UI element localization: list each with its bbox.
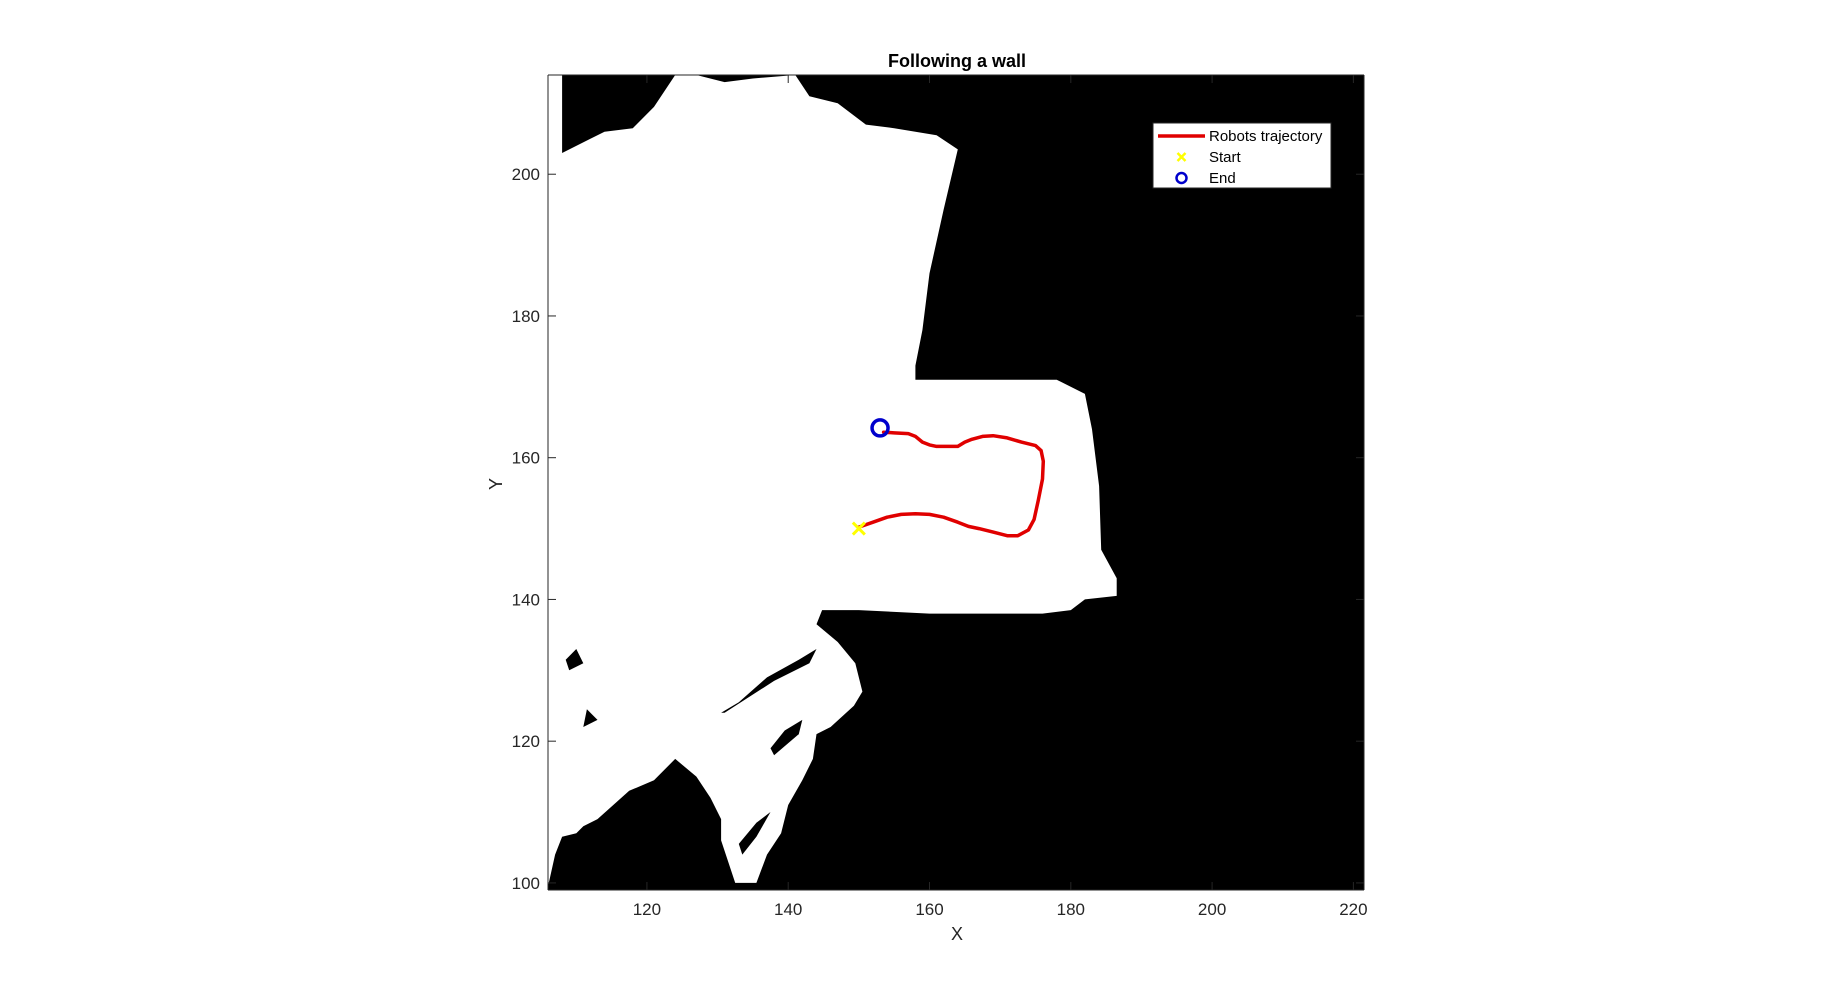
plot-area: [548, 75, 1364, 890]
x-axis-label: X: [951, 924, 963, 944]
x-axis: 120 140 160 180 200 220: [548, 74, 1368, 919]
legend: Robots trajectory Start End: [1152, 122, 1332, 189]
start-marker: [851, 521, 866, 536]
y-tick-label-140: 140: [512, 590, 540, 609]
end-marker: [870, 418, 890, 438]
occupied-island-1: [721, 649, 817, 713]
y-tick-label-160: 160: [512, 449, 540, 468]
x-tick-label-140: 140: [774, 900, 802, 919]
y-tick-label-100: 100: [512, 874, 540, 893]
end-marker-circle: [870, 418, 890, 438]
robots-trajectory-line: [857, 430, 1046, 538]
y-axis: 100 120 140 160 180 200: [512, 75, 1365, 893]
free-space-region: [548, 75, 1117, 887]
legend-items: Robots trajectory Start End: [1158, 128, 1323, 187]
x-tick-label-180: 180: [1057, 900, 1085, 919]
chart-title: Following a wall: [888, 51, 1026, 71]
occupied-islands: [565, 649, 817, 855]
x-tick-label-120: 120: [633, 900, 661, 919]
y-axis-label: Y: [486, 478, 506, 490]
y-tick-label-120: 120: [512, 732, 540, 751]
y-tick-label-200: 200: [512, 165, 540, 184]
legend-x-symbol-b: [1176, 152, 1187, 162]
start-marker-stroke-2: [851, 521, 866, 536]
x-tick-label-220: 220: [1339, 900, 1367, 919]
occupied-island-3: [738, 812, 771, 855]
legend-label-2: Start: [1209, 149, 1242, 166]
legend-label-1: Robots trajectory: [1209, 128, 1323, 145]
legend-label-3: End: [1209, 170, 1236, 187]
occupied-island-5: [583, 709, 598, 727]
y-tick-label-180: 180: [512, 307, 540, 326]
occupied-island-4: [565, 649, 584, 671]
occupied-island-2: [770, 719, 803, 756]
x-tick-label-200: 200: [1198, 900, 1226, 919]
x-tick-label-160: 160: [915, 900, 943, 919]
legend-o-symbol: [1175, 171, 1188, 185]
